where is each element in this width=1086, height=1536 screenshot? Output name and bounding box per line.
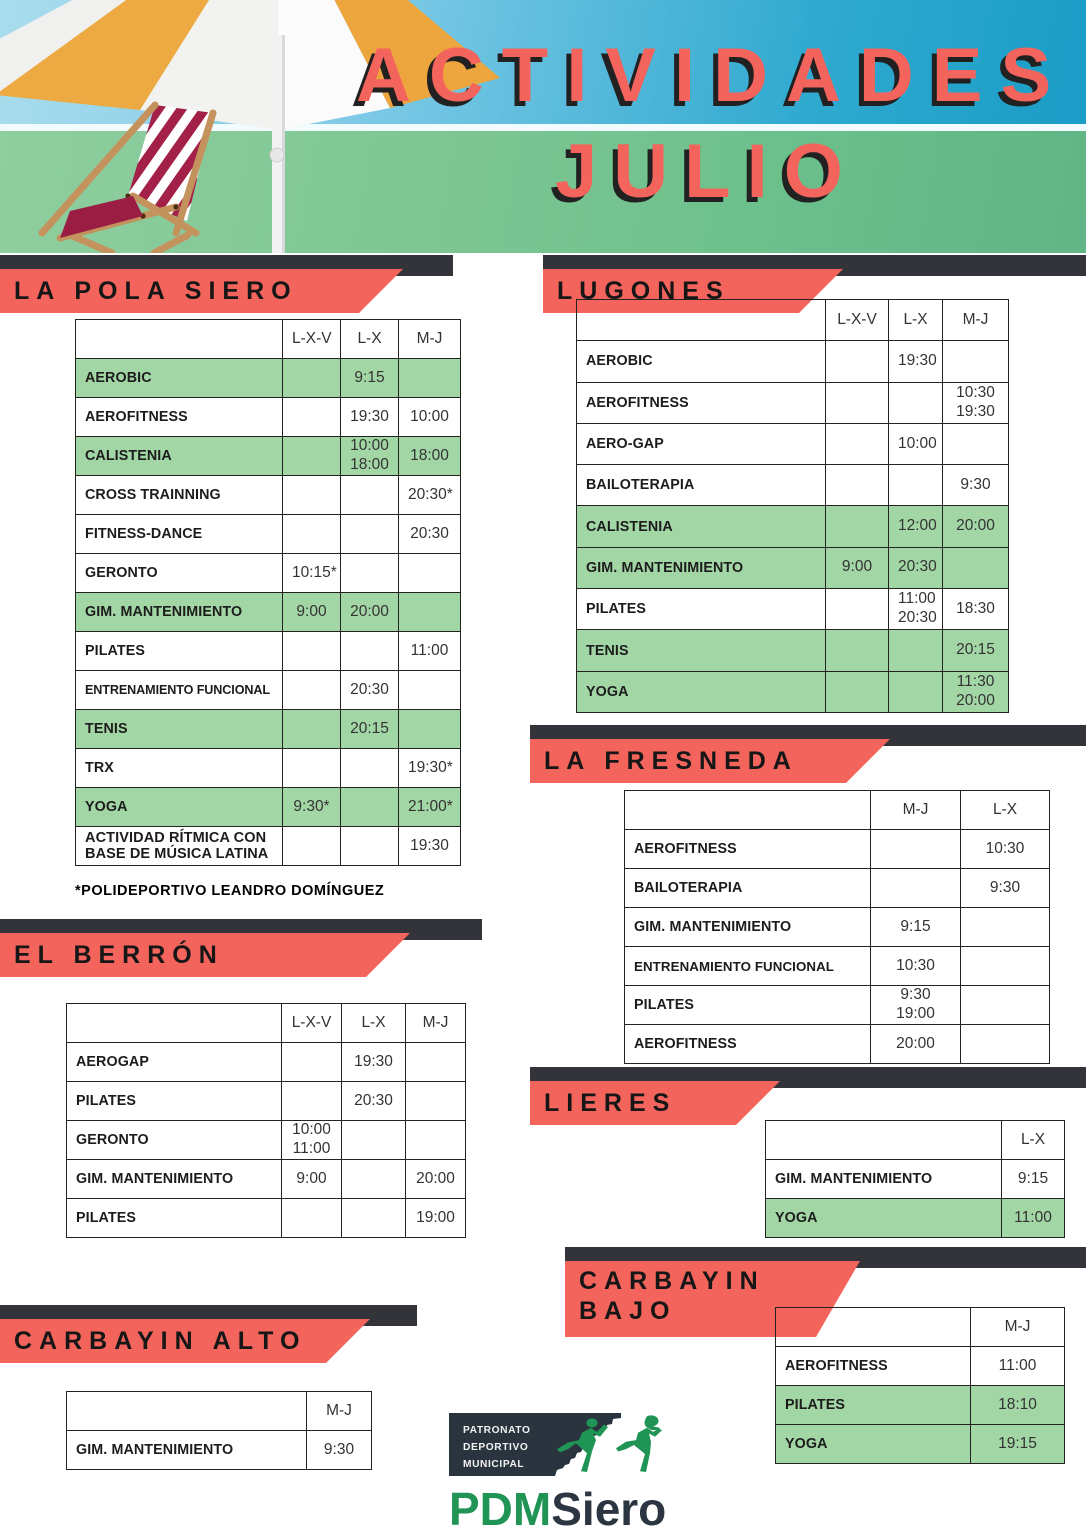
svg-text:DEPORTIVO: DEPORTIVO: [463, 1442, 528, 1453]
svg-text:PATRONATO: PATRONATO: [463, 1425, 530, 1436]
svg-text:MUNICIPAL: MUNICIPAL: [463, 1459, 524, 1470]
